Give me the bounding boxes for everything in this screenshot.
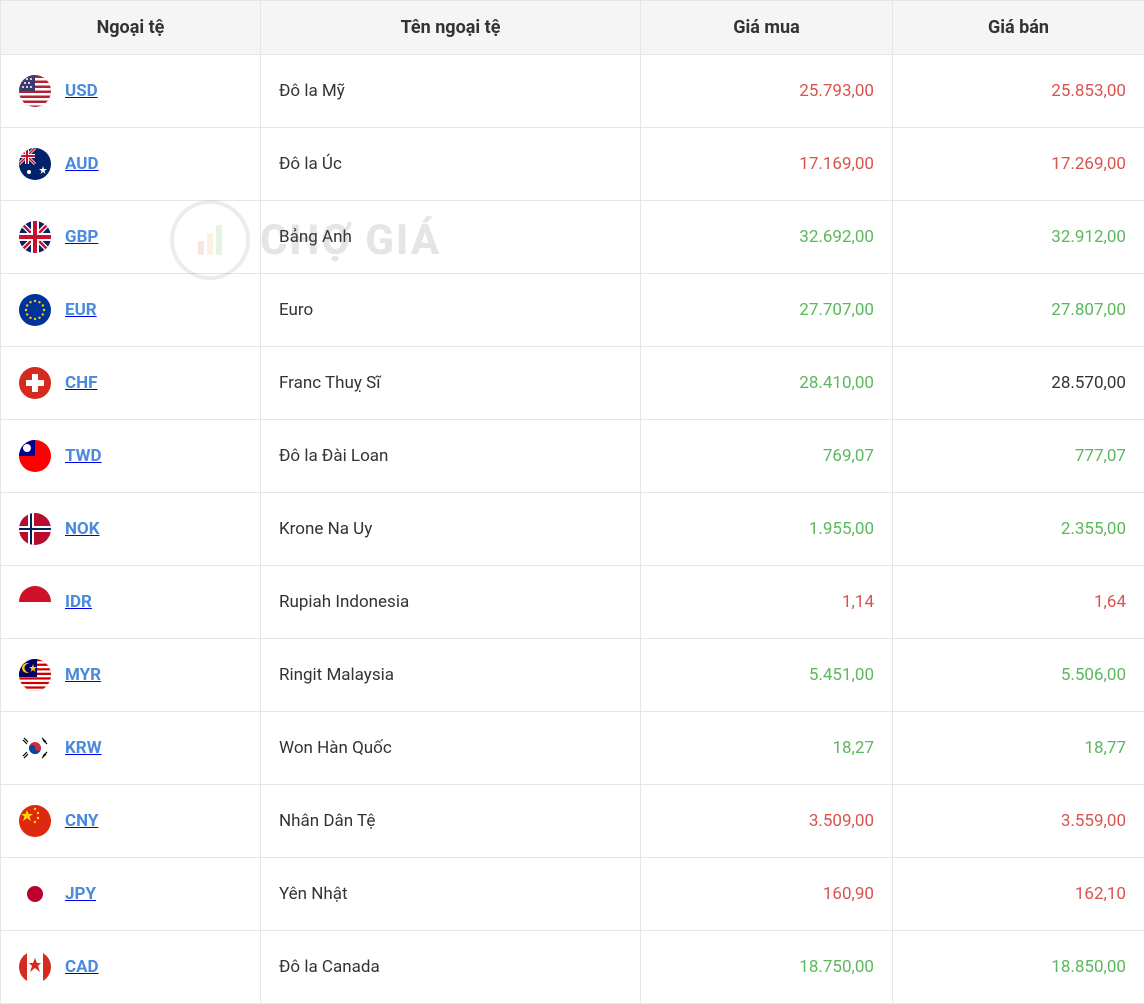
flag-us-icon — [19, 75, 51, 107]
currency-name: Franc Thuỵ Sĩ — [279, 373, 380, 393]
sell-price: 162,10 — [893, 858, 1144, 931]
currency-code: TWD — [65, 446, 102, 466]
sell-price: 32.912,00 — [893, 201, 1144, 274]
currency-name: Rupiah Indonesia — [279, 592, 409, 612]
header-name: Tên ngoại tệ — [261, 1, 641, 55]
currency-name: Đô la Úc — [279, 154, 342, 174]
currency-code: GBP — [65, 227, 98, 247]
buy-price: 17.169,00 — [641, 128, 893, 201]
currency-link-twd[interactable]: TWD — [19, 440, 242, 472]
currency-link-chf[interactable]: CHF — [19, 367, 242, 399]
currency-link-eur[interactable]: EUR — [19, 294, 242, 326]
currency-code: USD — [65, 81, 98, 101]
table-row: AUD Đô la Úc 17.169,0017.269,00 — [1, 128, 1144, 201]
currency-code: CHF — [65, 373, 97, 393]
currency-code: MYR — [65, 665, 101, 685]
currency-name: Krone Na Uy — [279, 519, 372, 539]
buy-price: 27.707,00 — [641, 274, 893, 347]
table-row: USD Đô la Mỹ 25.793,0025.853,00 — [1, 55, 1144, 128]
currency-name: Đô la Mỹ — [279, 81, 345, 101]
flag-my-icon — [19, 659, 51, 691]
currency-code: CNY — [65, 811, 98, 831]
table-row: CHF Franc Thuỵ Sĩ 28.410,0028.570,00 — [1, 347, 1144, 420]
table-row: CNY Nhân Dân Tệ 3.509,003.559,00 — [1, 785, 1144, 858]
sell-price: 5.506,00 — [893, 639, 1144, 712]
currency-name: Đô la Canada — [279, 957, 380, 977]
sell-price: 2.355,00 — [893, 493, 1144, 566]
buy-price: 25.793,00 — [641, 55, 893, 128]
buy-price: 1.955,00 — [641, 493, 893, 566]
flag-ch-icon — [19, 367, 51, 399]
table-row: MYR Ringit Malaysia 5.451,005.506,00 — [1, 639, 1144, 712]
sell-price: 18,77 — [893, 712, 1144, 785]
flag-kr-icon — [19, 732, 51, 764]
currency-link-cny[interactable]: CNY — [19, 805, 242, 837]
currency-link-cad[interactable]: CAD — [19, 951, 242, 983]
flag-au-icon — [19, 148, 51, 180]
buy-price: 769,07 — [641, 420, 893, 493]
buy-price: 3.509,00 — [641, 785, 893, 858]
currency-name: Ringit Malaysia — [279, 665, 394, 685]
sell-price: 17.269,00 — [893, 128, 1144, 201]
table-row: TWD Đô la Đài Loan 769,07777,07 — [1, 420, 1144, 493]
currency-link-aud[interactable]: AUD — [19, 148, 242, 180]
buy-price: 160,90 — [641, 858, 893, 931]
currency-link-myr[interactable]: MYR — [19, 659, 242, 691]
buy-price: 18,27 — [641, 712, 893, 785]
buy-price: 32.692,00 — [641, 201, 893, 274]
exchange-rate-table: Ngoại tệ Tên ngoại tệ Giá mua Giá bán US… — [0, 0, 1144, 1004]
sell-price: 1,64 — [893, 566, 1144, 639]
currency-link-idr[interactable]: IDR — [19, 586, 242, 618]
table-row: CAD Đô la Canada 18.750,0018.850,00 — [1, 931, 1144, 1004]
flag-jp-icon — [19, 878, 51, 910]
table-row: GBP Bảng Anh 32.692,0032.912,00 — [1, 201, 1144, 274]
currency-name: Bảng Anh — [279, 227, 352, 247]
flag-cn-icon — [19, 805, 51, 837]
currency-link-jpy[interactable]: JPY — [19, 878, 242, 910]
sell-price: 3.559,00 — [893, 785, 1144, 858]
currency-code: NOK — [65, 519, 100, 539]
currency-code: JPY — [65, 884, 96, 904]
buy-price: 5.451,00 — [641, 639, 893, 712]
currency-code: EUR — [65, 300, 97, 320]
flag-gb-icon — [19, 221, 51, 253]
currency-link-nok[interactable]: NOK — [19, 513, 242, 545]
currency-name: Đô la Đài Loan — [279, 446, 388, 466]
table-row: IDR Rupiah Indonesia 1,141,64 — [1, 566, 1144, 639]
flag-tw-icon — [19, 440, 51, 472]
header-sell: Giá bán — [893, 1, 1144, 55]
table-row: NOK Krone Na Uy 1.955,002.355,00 — [1, 493, 1144, 566]
sell-price: 18.850,00 — [893, 931, 1144, 1004]
currency-name: Euro — [279, 300, 313, 320]
flag-id-icon — [19, 586, 51, 618]
table-header-row: Ngoại tệ Tên ngoại tệ Giá mua Giá bán — [1, 1, 1144, 55]
currency-code: IDR — [65, 592, 92, 612]
currency-name: Won Hàn Quốc — [279, 738, 392, 758]
table-row: EUR Euro 27.707,0027.807,00 — [1, 274, 1144, 347]
header-buy: Giá mua — [641, 1, 893, 55]
table-row: JPY Yên Nhật 160,90162,10 — [1, 858, 1144, 931]
currency-name: Nhân Dân Tệ — [279, 811, 375, 831]
currency-link-krw[interactable]: KRW — [19, 732, 242, 764]
table-row: KRW Won Hàn Quốc 18,2718,77 — [1, 712, 1144, 785]
currency-code: AUD — [65, 154, 99, 174]
header-currency: Ngoại tệ — [1, 1, 261, 55]
flag-ca-icon — [19, 951, 51, 983]
currency-code: KRW — [65, 738, 102, 758]
sell-price: 25.853,00 — [893, 55, 1144, 128]
currency-link-usd[interactable]: USD — [19, 75, 242, 107]
flag-no-icon — [19, 513, 51, 545]
sell-price: 27.807,00 — [893, 274, 1144, 347]
buy-price: 18.750,00 — [641, 931, 893, 1004]
currency-code: CAD — [65, 957, 99, 977]
currency-link-gbp[interactable]: GBP — [19, 221, 242, 253]
flag-eu-icon — [19, 294, 51, 326]
buy-price: 1,14 — [641, 566, 893, 639]
sell-price: 28.570,00 — [893, 347, 1144, 420]
currency-name: Yên Nhật — [279, 884, 348, 904]
sell-price: 777,07 — [893, 420, 1144, 493]
buy-price: 28.410,00 — [641, 347, 893, 420]
